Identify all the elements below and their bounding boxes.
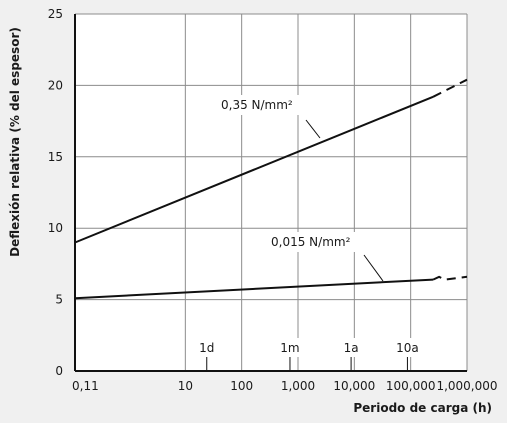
plot-area xyxy=(75,14,467,371)
series-label-box xyxy=(264,232,364,252)
series-layer xyxy=(74,78,468,300)
grid xyxy=(75,13,468,371)
x-tick-label: 1,000 xyxy=(281,379,315,393)
x-tick-label: 100,000 xyxy=(386,379,436,393)
y-tick-label: 20 xyxy=(48,78,63,92)
time-marker-box xyxy=(192,338,221,357)
time-marker-label: 1m xyxy=(280,341,299,355)
series-extrapolation xyxy=(432,78,468,98)
y-tick-label: 25 xyxy=(48,7,63,21)
series-leader-line xyxy=(305,119,321,139)
time-markers: 1d 1m 1a 10a xyxy=(192,338,422,371)
series-label-box xyxy=(214,95,307,115)
time-marker-box xyxy=(337,338,366,357)
series-line xyxy=(74,95,434,244)
x-tick-labels: 0,11 10 100 1,000 10,000 100,000 1,000,000 xyxy=(72,379,498,393)
series-label: 0,35 N/mm² xyxy=(221,98,293,112)
time-marker-box xyxy=(275,338,304,357)
series-label: 0,015 N/mm² xyxy=(271,235,351,249)
y-tick-label: 10 xyxy=(48,221,63,235)
series-extrapolation xyxy=(432,275,468,281)
x-tick-label: 0,11 xyxy=(72,379,99,393)
y-tick-label: 5 xyxy=(55,293,63,307)
series-leader-line xyxy=(363,254,384,282)
y-tick-label: 15 xyxy=(48,150,63,164)
series-line xyxy=(74,278,434,300)
y-tick-labels: 0 5 10 15 20 25 xyxy=(48,7,63,378)
time-marker-label: 10a xyxy=(396,341,419,355)
time-marker-label: 1d xyxy=(199,341,214,355)
x-tick-label: 100 xyxy=(230,379,253,393)
x-tick-label: 10,000 xyxy=(333,379,375,393)
x-tick-label: 1,000,000 xyxy=(436,379,497,393)
series-annotations: 0,35 N/mm² 0,015 N/mm² xyxy=(214,95,384,282)
time-marker-label: 1a xyxy=(344,341,359,355)
x-tick-label: 10 xyxy=(178,379,193,393)
y-tick-label: 0 xyxy=(55,364,63,378)
y-axis-title: Deflexión relativa (% del espesor) xyxy=(8,27,22,257)
x-axis-title: Periodo de carga (h) xyxy=(353,401,492,415)
time-marker-box xyxy=(393,338,422,357)
